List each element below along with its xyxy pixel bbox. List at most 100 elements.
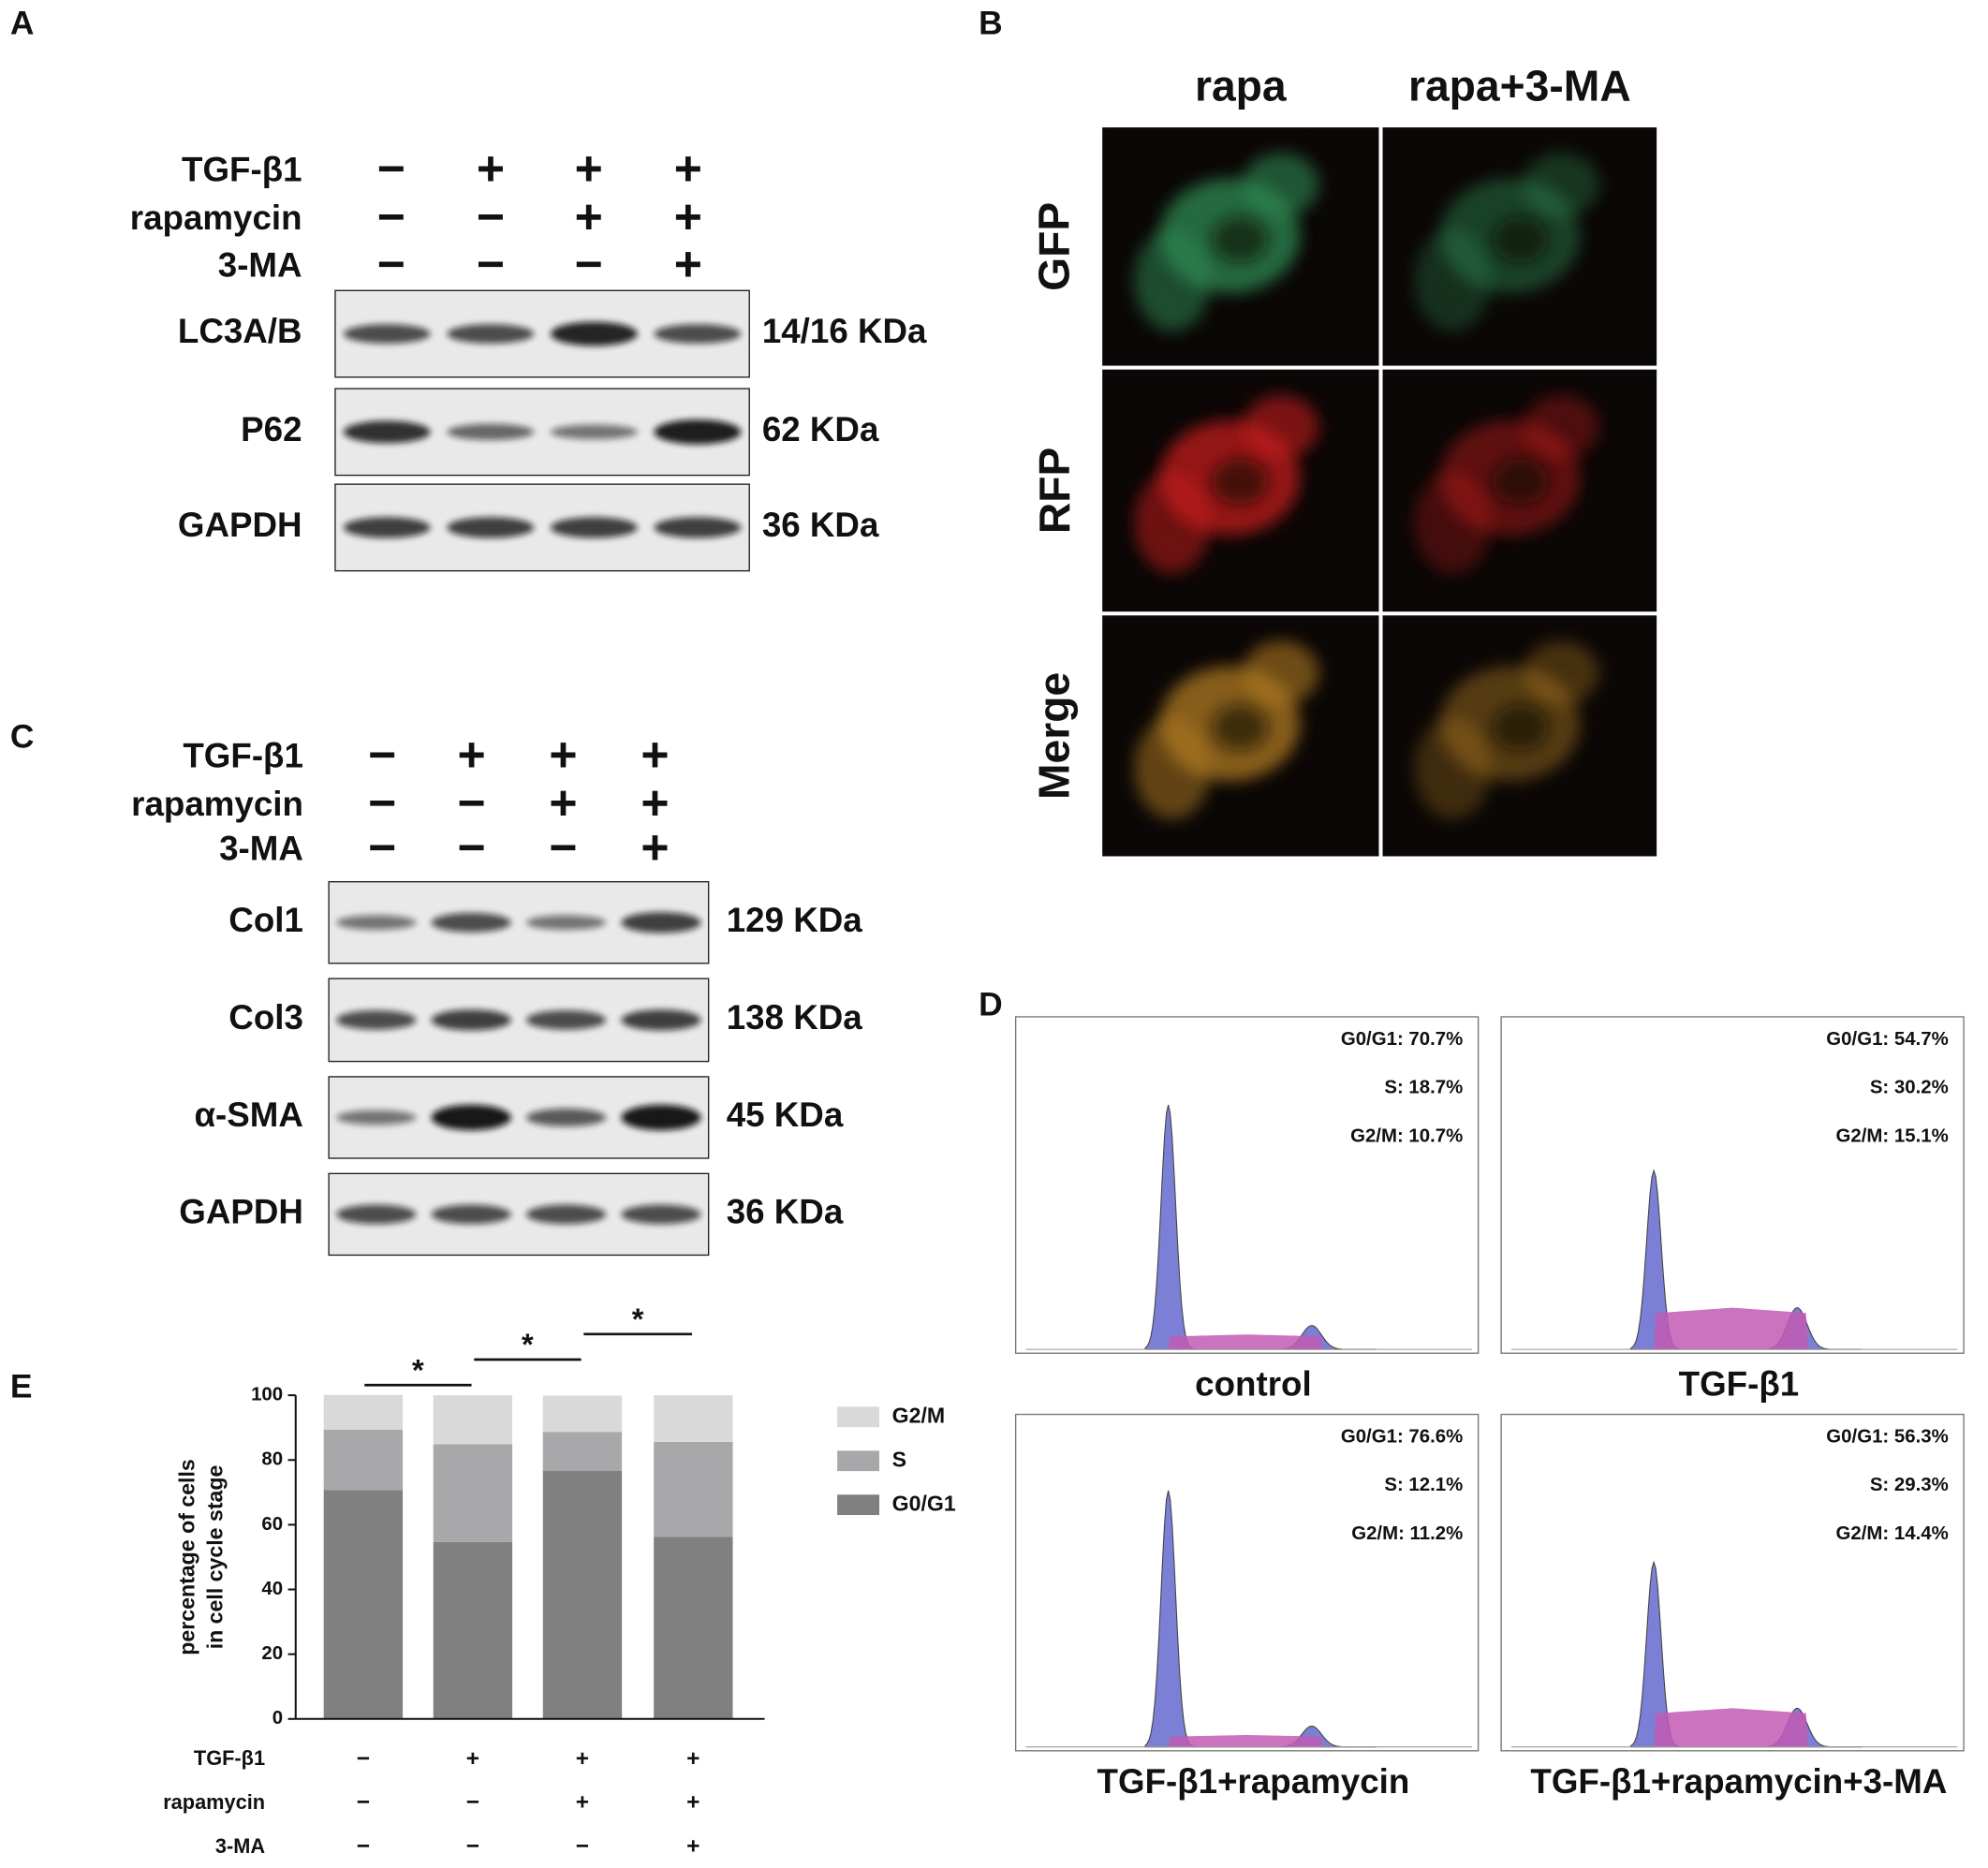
- treatment-sign: −: [368, 727, 396, 781]
- bar-segment: [323, 1429, 404, 1491]
- blot-band: [550, 517, 638, 538]
- blot-band: [621, 1009, 701, 1031]
- legend-swatch: [837, 1494, 880, 1516]
- bar-segment: [654, 1395, 733, 1442]
- cell-cycle-stat: G0/G1: 54.7%: [1826, 1029, 1948, 1050]
- blot-band: [526, 1204, 607, 1225]
- treatment-sign: −: [357, 1746, 370, 1772]
- y-axis-label: percentage of cells: [175, 1459, 199, 1655]
- treatment-sign: +: [575, 189, 603, 243]
- y-tick-label: 20: [261, 1643, 283, 1664]
- blot-band: [447, 324, 535, 344]
- row-header: GFP: [1030, 202, 1079, 291]
- y-tick-label: 0: [272, 1708, 283, 1728]
- blot-size: 14/16 KDa: [762, 312, 927, 350]
- panel-label: D: [979, 986, 1003, 1022]
- treatment-sign: −: [377, 140, 405, 195]
- cell-cycle-stat: G2/M: 10.7%: [1350, 1125, 1463, 1146]
- blot-band: [447, 423, 535, 441]
- legend-swatch: [837, 1406, 880, 1428]
- blot-band: [336, 915, 417, 931]
- bar-segment: [433, 1444, 513, 1542]
- treatment-sign: +: [575, 140, 603, 195]
- cell: [1523, 394, 1599, 459]
- nucleus: [1212, 458, 1269, 505]
- treatment-sign: −: [368, 820, 396, 875]
- treatment-sign: +: [686, 1746, 699, 1772]
- blot-name: Col3: [228, 998, 303, 1037]
- treatment-sign: +: [674, 140, 702, 195]
- panel-label: E: [10, 1369, 33, 1405]
- blot-band: [621, 912, 701, 934]
- y-tick-label: 100: [251, 1385, 283, 1405]
- treatment-sign: +: [686, 1790, 699, 1816]
- treatment-name: TGF-β1: [183, 736, 303, 774]
- treatment-sign: +: [674, 189, 702, 243]
- blot-band: [336, 1010, 417, 1030]
- column-header: rapa+3-MA: [1408, 61, 1631, 110]
- histogram-frame: [1014, 1016, 1480, 1354]
- panel-label: C: [10, 719, 35, 756]
- blot-band: [654, 517, 742, 538]
- blot-band: [431, 1204, 511, 1225]
- blot-band: [654, 324, 742, 344]
- treatment-sign: +: [641, 820, 669, 875]
- cell-cycle-stat: S: 12.1%: [1384, 1475, 1463, 1495]
- treatment-sign: −: [549, 820, 577, 875]
- cell: [1414, 717, 1492, 820]
- blot-band: [343, 420, 431, 444]
- cell: [1523, 153, 1599, 217]
- treatment-sign: −: [477, 236, 505, 290]
- significance-star: *: [412, 1352, 424, 1387]
- histogram-caption: control: [1195, 1364, 1311, 1403]
- bar-segment: [542, 1471, 623, 1719]
- bar-segment: [433, 1541, 513, 1719]
- blot-band: [447, 517, 535, 538]
- treatment-sign: −: [466, 1834, 479, 1860]
- panel-label: A: [10, 6, 35, 42]
- cell: [1414, 228, 1492, 331]
- treatment-sign: +: [641, 727, 669, 781]
- blot-size: 36 KDa: [727, 1193, 844, 1231]
- bar-segment: [654, 1441, 733, 1537]
- treatment-sign: +: [466, 1746, 479, 1772]
- treatment-sign: +: [576, 1746, 589, 1772]
- cell-cycle-stat: S: 30.2%: [1870, 1078, 1949, 1098]
- treatment-sign: −: [368, 775, 396, 830]
- blot-band: [526, 915, 607, 931]
- treatment-sign: −: [357, 1790, 370, 1816]
- blot-size: 138 KDa: [727, 998, 863, 1037]
- bar-segment: [323, 1394, 404, 1430]
- cell: [1523, 640, 1599, 705]
- histogram-caption: TGF-β1+rapamycin+3-MA: [1530, 1762, 1947, 1801]
- histogram-frame: [1500, 1016, 1965, 1354]
- cell-cycle-stat: G0/G1: 70.7%: [1341, 1029, 1463, 1050]
- blot-band: [343, 324, 431, 344]
- treatment-sign: +: [686, 1834, 699, 1860]
- treatment-sign: −: [377, 236, 405, 290]
- bar-segment: [433, 1395, 513, 1445]
- nucleus: [1492, 458, 1549, 505]
- blot-band: [550, 424, 638, 440]
- treatment-sign: −: [576, 1834, 589, 1860]
- cell-cycle-stat: G0/G1: 76.6%: [1341, 1426, 1463, 1447]
- cell: [1134, 717, 1211, 820]
- treatment-sign: −: [357, 1834, 370, 1860]
- bar-segment: [654, 1537, 733, 1719]
- blot-band: [431, 1009, 511, 1031]
- bar-segment: [542, 1432, 623, 1472]
- y-tick-label: 40: [261, 1579, 283, 1599]
- treatment-sign: +: [457, 727, 485, 781]
- blot-band: [654, 419, 742, 445]
- blot-band: [526, 1010, 607, 1030]
- blot-name: P62: [241, 410, 302, 449]
- blot-name: α-SMA: [194, 1096, 302, 1134]
- legend-label: S: [892, 1447, 906, 1471]
- row-header: RFP: [1030, 448, 1079, 534]
- histogram-s-phase: [1630, 1307, 1863, 1350]
- blot-name: GAPDH: [179, 1193, 303, 1231]
- blot-band: [526, 1108, 607, 1126]
- y-tick-label: 60: [261, 1514, 283, 1535]
- cell: [1242, 394, 1319, 459]
- blot-name: GAPDH: [178, 506, 302, 544]
